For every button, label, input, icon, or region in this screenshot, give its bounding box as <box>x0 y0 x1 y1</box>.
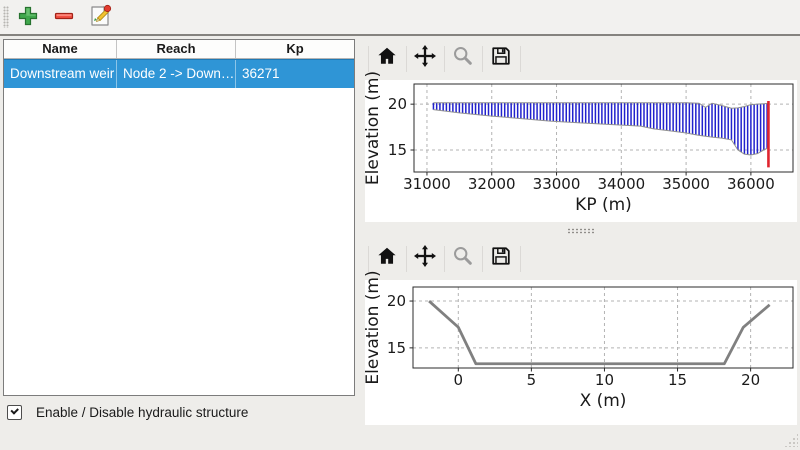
edit-icon <box>87 3 113 32</box>
cell-name: Downstream weir <box>4 60 117 88</box>
toolbar-separator <box>520 46 521 72</box>
svg-text:10: 10 <box>595 371 614 389</box>
zoom-icon <box>452 245 474 270</box>
cell-reach: Node 2 -> Down… <box>117 60 236 88</box>
save-icon <box>490 245 512 270</box>
svg-text:20: 20 <box>388 95 407 113</box>
toolbar-separator <box>406 246 407 272</box>
minus-icon <box>52 4 76 31</box>
plot2-zoom-button[interactable] <box>450 244 476 270</box>
structures-table: Name Reach Kp Downstream weir Node 2 -> … <box>3 39 355 396</box>
svg-text:15: 15 <box>387 339 406 357</box>
svg-text:35000: 35000 <box>662 175 710 193</box>
table-row[interactable]: Downstream weir Node 2 -> Down… 36271 <box>4 59 354 88</box>
plus-icon <box>16 4 40 31</box>
toolbar-separator <box>406 46 407 72</box>
enable-structure-label: Enable / Disable hydraulic structure <box>36 404 249 420</box>
plot-splitter-handle[interactable] <box>567 228 595 234</box>
svg-text:0: 0 <box>454 371 464 389</box>
plot1-home-button[interactable] <box>374 44 400 70</box>
svg-text:36000: 36000 <box>727 175 775 193</box>
zoom-icon <box>452 45 474 70</box>
svg-text:Elevation (m): Elevation (m) <box>363 270 383 384</box>
toolbar-separator <box>482 246 483 272</box>
toolbar-drag-handle[interactable] <box>3 6 9 28</box>
column-header-kp[interactable]: Kp <box>286 41 304 56</box>
toolbar-separator <box>520 246 521 272</box>
svg-text:20: 20 <box>387 292 406 310</box>
window-resize-grip[interactable] <box>784 433 798 447</box>
svg-text:5: 5 <box>527 371 537 389</box>
plot1-pan-button[interactable] <box>412 44 438 70</box>
plot2-pan-button[interactable] <box>412 244 438 270</box>
home-icon <box>376 45 398 70</box>
svg-text:34000: 34000 <box>597 175 645 193</box>
home-icon <box>376 245 398 270</box>
enable-structure-checkbox[interactable] <box>7 404 22 420</box>
svg-text:15: 15 <box>388 141 407 159</box>
toolbar-separator <box>444 246 445 272</box>
svg-text:KP (m): KP (m) <box>575 195 632 215</box>
remove-structure-button[interactable] <box>50 3 78 31</box>
svg-text:32000: 32000 <box>468 175 516 193</box>
plot2-home-button[interactable] <box>374 244 400 270</box>
add-structure-button[interactable] <box>14 3 42 31</box>
column-header-reach[interactable]: Reach <box>117 40 236 58</box>
plot1-zoom-button[interactable] <box>450 44 476 70</box>
svg-text:31000: 31000 <box>403 175 451 193</box>
check-icon <box>10 405 19 414</box>
svg-text:Elevation (m): Elevation (m) <box>363 71 383 185</box>
svg-text:20: 20 <box>741 371 760 389</box>
pan-icon <box>413 44 437 71</box>
cross-section-plot[interactable]: 0 5 10 15 20 15 20 X (m) Elevation (m) <box>363 270 797 425</box>
enable-structure-row: Enable / Disable hydraulic structure <box>7 402 248 422</box>
plot1-save-button[interactable] <box>488 44 514 70</box>
save-icon <box>490 45 512 70</box>
longitudinal-profile-plot[interactable]: 31000 32000 33000 34000 35000 36000 15 20 KP (m)… <box>363 71 797 222</box>
cell-kp: 36271 <box>242 66 280 81</box>
plot2-save-button[interactable] <box>488 244 514 270</box>
main-toolbar <box>0 0 800 36</box>
toolbar-separator <box>444 46 445 72</box>
svg-text:33000: 33000 <box>533 175 581 193</box>
edit-structure-button[interactable] <box>86 3 114 31</box>
table-header: Name Reach Kp <box>4 40 354 59</box>
pan-icon <box>413 244 437 271</box>
toolbar-separator <box>368 246 369 272</box>
svg-text:15: 15 <box>668 371 687 389</box>
toolbar-separator <box>368 46 369 72</box>
toolbar-separator <box>482 46 483 72</box>
column-header-name[interactable]: Name <box>4 40 117 58</box>
svg-text:X (m): X (m) <box>580 391 627 411</box>
